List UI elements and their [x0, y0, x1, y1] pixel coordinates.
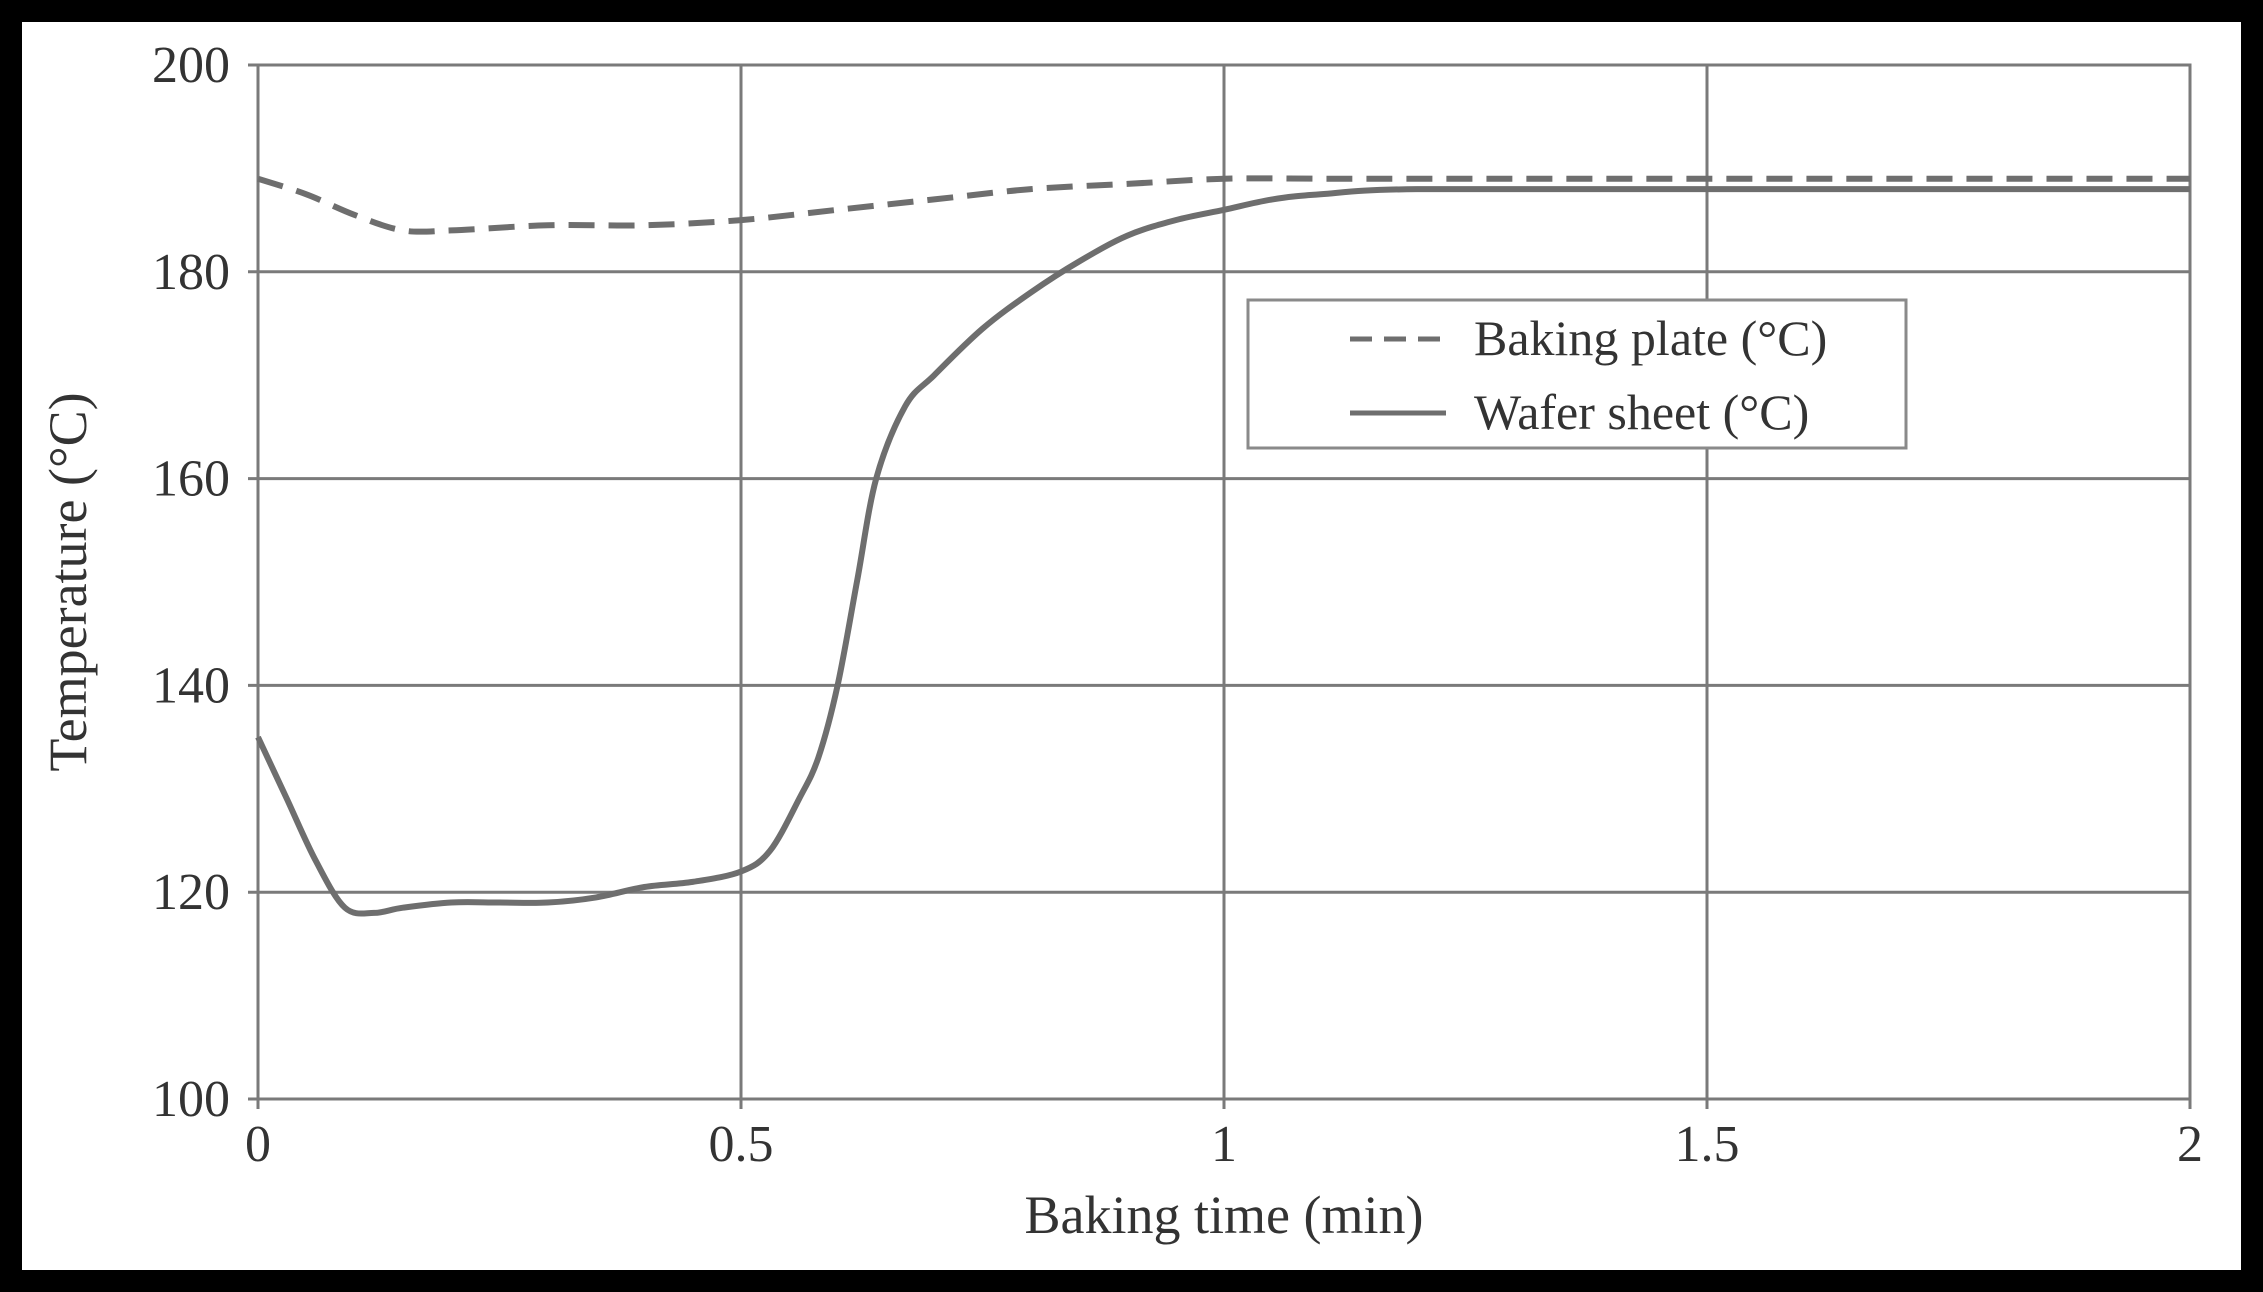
- series-line-baking-plate: [257, 175, 2190, 235]
- y-tick-label: 180: [152, 244, 230, 301]
- y-axis-label: Temperature (°C): [38, 392, 98, 771]
- y-tick-label: 140: [152, 657, 230, 714]
- series-lines: [255, 175, 2190, 917]
- x-tick-label: 1.5: [1675, 1116, 1740, 1173]
- legend: Baking plate (°C) Wafer sheet (°C): [1246, 298, 1908, 450]
- x-tick-label: 0.5: [709, 1116, 774, 1173]
- legend-label-baking-plate: Baking plate (°C): [1474, 310, 1827, 366]
- legend-label-wafer-sheet: Wafer sheet (°C): [1474, 384, 1809, 440]
- grid-lines: [248, 63, 2192, 1109]
- x-tick-label: 0: [245, 1116, 271, 1173]
- x-tick-label: 2: [2177, 1116, 2203, 1173]
- y-tick-label: 120: [152, 864, 230, 921]
- y-tick-label: 200: [152, 37, 230, 94]
- y-tick-label: 100: [152, 1071, 230, 1128]
- x-axis-label: Baking time (min): [1025, 1185, 1424, 1245]
- tick-labels: 0 0.5 1 1.5 2 100 120 140 160 180 200: [152, 37, 2203, 1173]
- legend-box: [1246, 298, 1908, 450]
- x-tick-label: 1: [1211, 1116, 1237, 1173]
- y-tick-label: 160: [152, 451, 230, 508]
- series-line-wafer-sheet: [255, 185, 2190, 917]
